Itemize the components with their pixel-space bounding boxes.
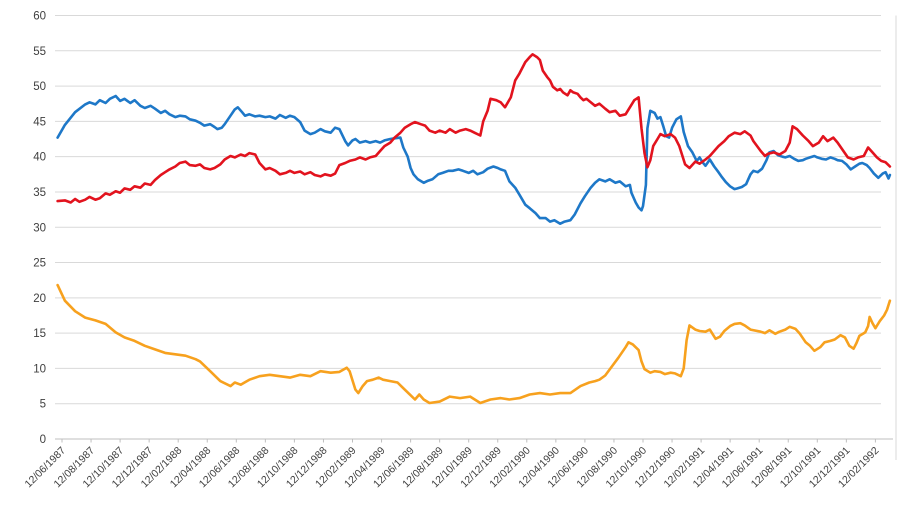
y-tick-label: 25 bbox=[33, 258, 46, 270]
gridlines bbox=[55, 15, 881, 405]
series-orange-line bbox=[56, 283, 892, 405]
y-tick-label: 10 bbox=[33, 363, 46, 375]
y-tick-label: 15 bbox=[33, 328, 46, 340]
y-tick-label: 5 bbox=[40, 399, 46, 411]
y-tick-label: 35 bbox=[33, 187, 46, 199]
y-tick-label: 55 bbox=[33, 46, 46, 58]
y-tick-label: 40 bbox=[33, 152, 46, 164]
y-axis-labels: 0 5 10 15 20 25 30 35 40 45 50 55 60 bbox=[33, 11, 46, 447]
series-blue-line bbox=[56, 94, 892, 225]
y-tick-label: 50 bbox=[33, 81, 46, 93]
series-red-line bbox=[56, 53, 892, 204]
y-tick-label: 45 bbox=[33, 116, 46, 128]
x-axis-labels: 12/06/198712/08/198712/10/198712/12/1987… bbox=[22, 445, 881, 491]
y-tick-label: 20 bbox=[33, 293, 46, 305]
y-tick-label: 60 bbox=[33, 11, 46, 23]
y-tick-label: 30 bbox=[33, 222, 46, 234]
y-tick-label: 0 bbox=[40, 434, 46, 446]
